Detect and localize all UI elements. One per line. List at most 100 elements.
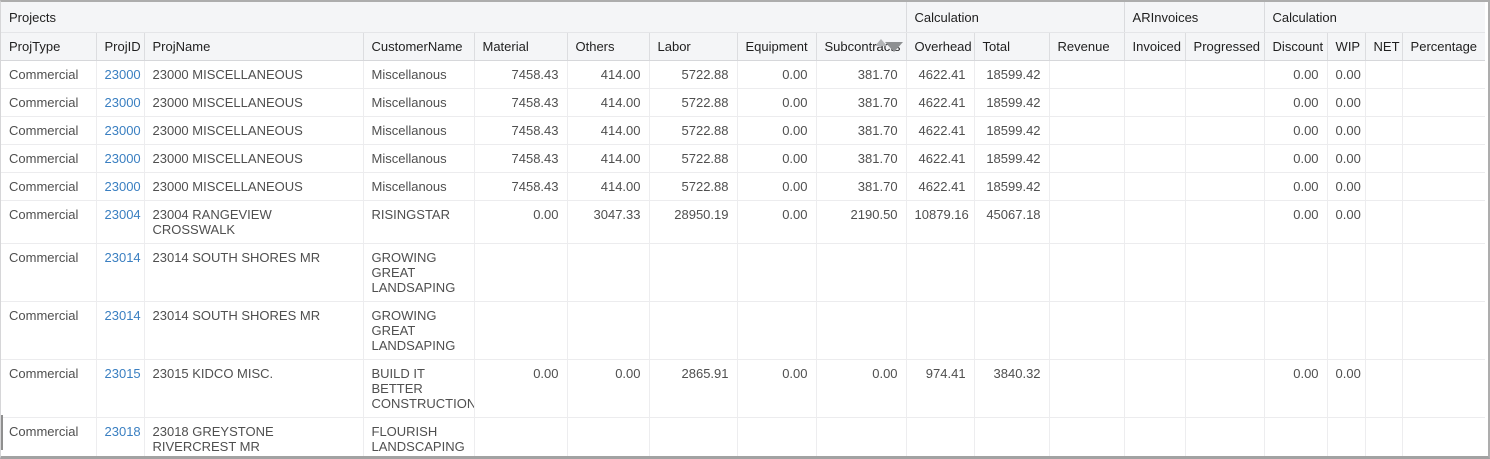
table-row[interactable]: Commercial 23000 23000 MISCELLANEOUS Miscel…	[1, 88, 1486, 117]
cell-progressed	[1185, 417, 1265, 456]
column-header-progressed[interactable]: Progressed	[1185, 32, 1265, 61]
column-header-total[interactable]: Total	[974, 32, 1050, 61]
cell-equipment: 0.00	[737, 60, 817, 89]
cell-percentage	[1402, 417, 1486, 456]
table-row[interactable]: Commercial 23000 23000 MISCELLANEOUS Miscel…	[1, 116, 1486, 145]
table-row[interactable]: Commercial 23014 23014 SOUTH SHORES MR GROW…	[1, 243, 1486, 302]
cell-total	[974, 301, 1050, 360]
cell-percentage	[1402, 359, 1486, 418]
cell-net	[1365, 88, 1403, 117]
cell-progressed	[1185, 116, 1265, 145]
table-row[interactable]: Commercial 23004 23004 RANGEVIEW CROSSWALK…	[1, 200, 1486, 244]
cell-overhead: 4622.41	[906, 60, 975, 89]
column-header-invoiced[interactable]: Invoiced	[1124, 32, 1186, 61]
projid-link[interactable]: 23000	[104, 178, 141, 194]
projid-link[interactable]: 23000	[104, 150, 141, 166]
cell-equipment	[737, 417, 817, 456]
cell-subcontracts: 381.70	[816, 88, 907, 117]
cell-wip: 0.00	[1327, 200, 1366, 244]
cell-total: 3840.32	[974, 359, 1050, 418]
projid-link[interactable]: 23000	[104, 122, 141, 138]
cell-customername: FLOURISH LANDSCAPING	[363, 417, 475, 456]
cell-revenue	[1049, 243, 1125, 302]
column-header-projid[interactable]: ProjID	[96, 32, 145, 61]
cell-subcontracts	[816, 301, 907, 360]
column-header-percentage[interactable]: Percentage	[1402, 32, 1486, 61]
column-header-subcontracts[interactable]: Subcontracts	[816, 32, 907, 61]
column-header-projtype[interactable]: ProjType	[1, 32, 97, 61]
table-row[interactable]: Commercial 23015 23015 KIDCO MISC. BUILD IT…	[1, 359, 1486, 418]
cell-others: 3047.33	[567, 200, 650, 244]
projid-link[interactable]: 23015	[104, 365, 141, 381]
cell-equipment	[737, 301, 817, 360]
column-header-label: Labor	[657, 38, 691, 54]
column-header-label: WIP	[1335, 38, 1361, 54]
column-group-header-calculation: Calculation	[1264, 2, 1486, 33]
column-header-wip[interactable]: WIP	[1327, 32, 1366, 61]
cell-net	[1365, 200, 1403, 244]
column-header-labor[interactable]: Labor	[649, 32, 738, 61]
projid-link[interactable]: 23000	[104, 66, 141, 82]
column-header-label: ProjType	[9, 38, 61, 54]
cell-revenue	[1049, 359, 1125, 418]
cell-wip	[1327, 243, 1366, 302]
cell-projtype: Commercial	[1, 417, 97, 456]
column-header-row: ProjType ProjID ProjName CustomerName Materi…	[1, 32, 1486, 61]
cell-equipment: 0.00	[737, 359, 817, 418]
column-header-customername[interactable]: CustomerName	[363, 32, 475, 61]
cell-projname: 23000 MISCELLANEOUS	[144, 116, 364, 145]
cell-subcontracts: 381.70	[816, 60, 907, 89]
projid-link[interactable]: 23014	[104, 307, 141, 323]
cell-overhead: 4622.41	[906, 116, 975, 145]
column-header-projname[interactable]: ProjName	[144, 32, 364, 61]
column-header-label: Percentage	[1410, 38, 1478, 54]
projid-link[interactable]: 23004	[104, 206, 141, 222]
cell-projtype: Commercial	[1, 172, 97, 201]
cell-overhead: 4622.41	[906, 172, 975, 201]
cell-total: 18599.42	[974, 172, 1050, 201]
cell-subcontracts	[816, 243, 907, 302]
cell-subcontracts: 381.70	[816, 144, 907, 173]
cell-material: 0.00	[474, 359, 568, 418]
vertical-scrollbar-thumb[interactable]	[1, 415, 3, 450]
projid-link[interactable]: 23000	[104, 94, 141, 110]
column-header-equipment[interactable]: Equipment	[737, 32, 817, 61]
column-header-label: ProjName	[152, 38, 211, 54]
column-group-header-arinvoices: ARInvoices	[1124, 2, 1265, 33]
cell-projname: 23000 MISCELLANEOUS	[144, 172, 364, 201]
cell-total: 18599.42	[974, 116, 1050, 145]
cell-labor: 5722.88	[649, 144, 738, 173]
cell-equipment: 0.00	[737, 172, 817, 201]
cell-invoiced	[1124, 417, 1186, 456]
cell-net	[1365, 301, 1403, 360]
cell-discount: 0.00	[1264, 359, 1328, 418]
cell-material	[474, 243, 568, 302]
cell-projtype: Commercial	[1, 88, 97, 117]
column-header-discount[interactable]: Discount	[1264, 32, 1328, 61]
cell-net	[1365, 417, 1403, 456]
table-row[interactable]: Commercial 23014 23014 SOUTH SHORES MR GROW…	[1, 301, 1486, 360]
projid-link[interactable]: 23018	[104, 423, 141, 439]
cell-discount: 0.00	[1264, 60, 1328, 89]
column-header-net[interactable]: NET	[1365, 32, 1403, 61]
cell-customername: Miscellanous	[363, 60, 475, 89]
table-row[interactable]: Commercial 23018 23018 GREYSTONE RIVERCRES…	[1, 417, 1486, 456]
cell-invoiced	[1124, 172, 1186, 201]
column-header-others[interactable]: Others	[567, 32, 650, 61]
table-row[interactable]: Commercial 23000 23000 MISCELLANEOUS Miscel…	[1, 144, 1486, 173]
column-header-revenue[interactable]: Revenue	[1049, 32, 1125, 61]
cell-projid: 23015	[96, 359, 145, 418]
cell-projid: 23018	[96, 417, 145, 456]
projid-link[interactable]: 23014	[104, 249, 141, 265]
cell-total	[974, 243, 1050, 302]
cell-overhead: 4622.41	[906, 144, 975, 173]
column-header-overhead[interactable]: Overhead	[906, 32, 975, 61]
column-header-label: Overhead	[914, 38, 972, 54]
cell-labor	[649, 243, 738, 302]
table-row[interactable]: Commercial 23000 23000 MISCELLANEOUS Miscel…	[1, 60, 1486, 89]
cell-labor: 28950.19	[649, 200, 738, 244]
cell-total: 45067.18	[974, 200, 1050, 244]
column-header-material[interactable]: Material	[474, 32, 568, 61]
table-row[interactable]: Commercial 23000 23000 MISCELLANEOUS Miscel…	[1, 172, 1486, 201]
